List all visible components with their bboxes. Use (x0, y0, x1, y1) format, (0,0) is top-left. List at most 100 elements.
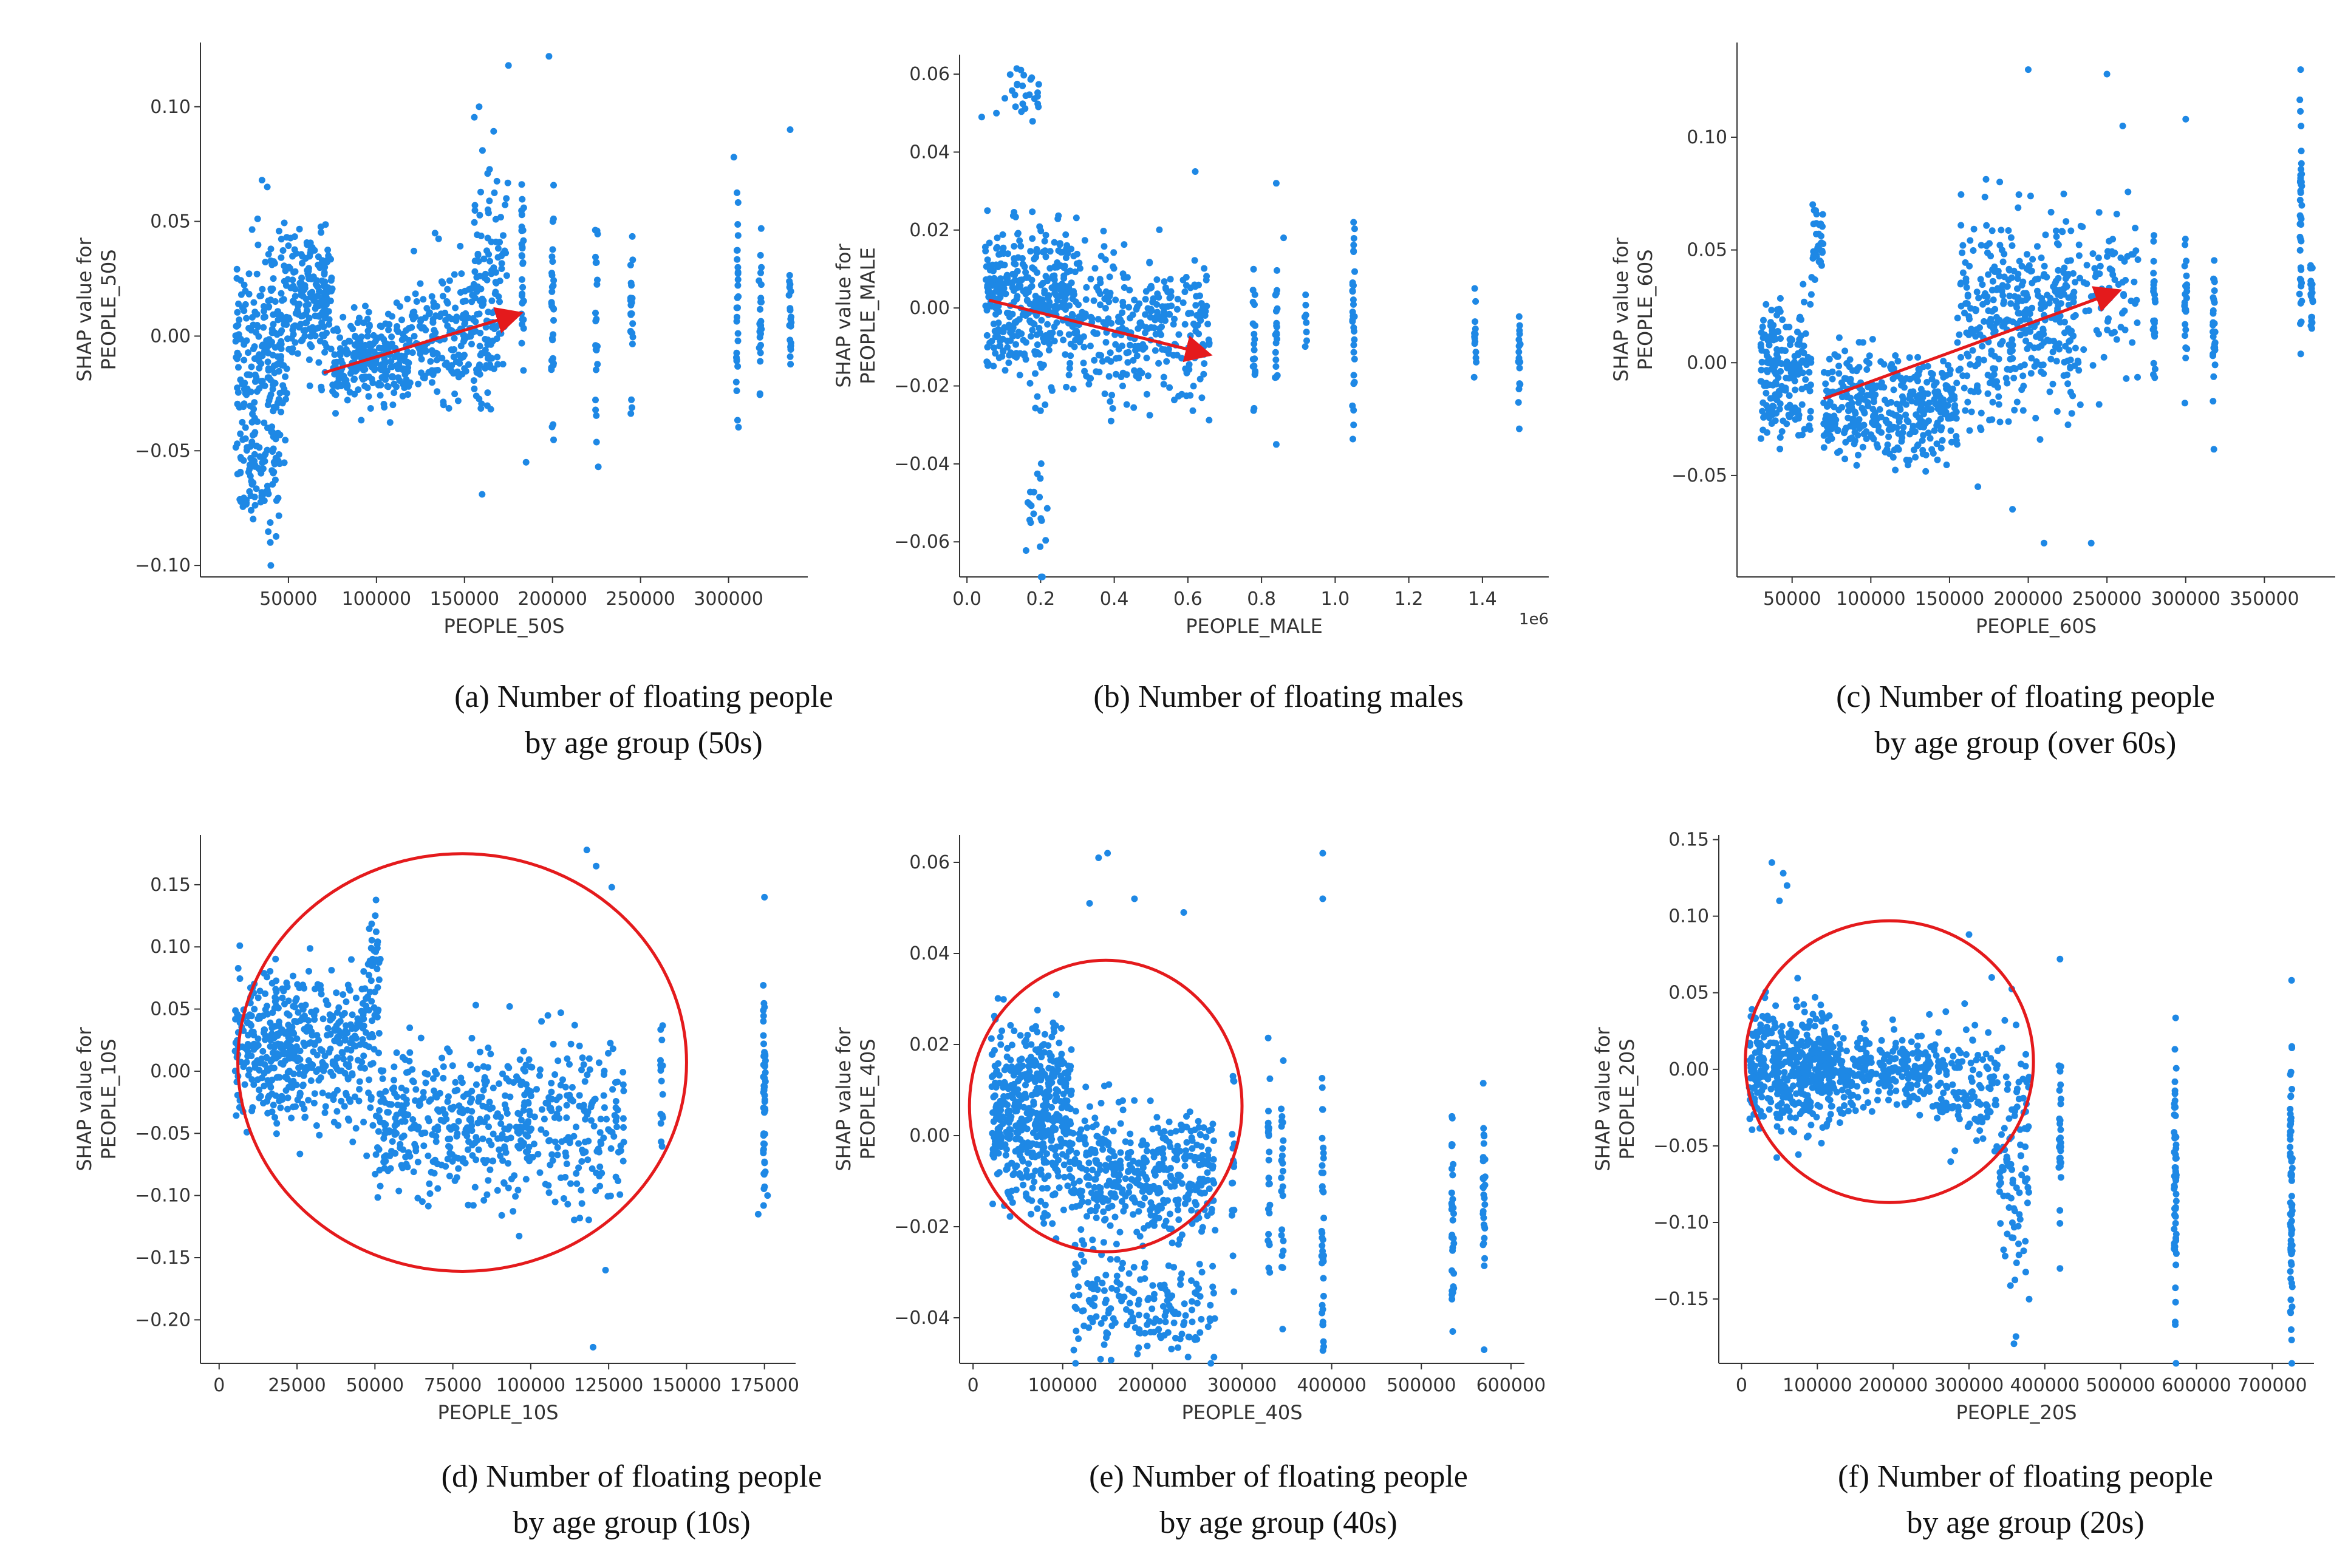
data-point (733, 387, 740, 394)
data-point (579, 1054, 586, 1062)
data-point (2070, 298, 2077, 305)
data-point (2038, 368, 2045, 375)
data-point (1105, 373, 1113, 380)
data-point-outlier (993, 109, 1000, 117)
data-point (1961, 384, 1968, 392)
data-point (1757, 343, 1764, 350)
data-point (550, 1040, 557, 1048)
data-point (520, 1048, 527, 1055)
data-point (1069, 323, 1076, 330)
data-point (2013, 304, 2021, 311)
data-point (1044, 321, 1051, 328)
data-point-outlier (2103, 70, 2111, 78)
data-point (1795, 432, 1802, 439)
data-point (542, 1130, 550, 1137)
data-point (298, 1063, 305, 1070)
data-point (567, 1180, 574, 1187)
data-point (595, 1148, 601, 1155)
data-point (1350, 235, 1357, 242)
data-point (282, 1087, 290, 1094)
data-point (1472, 318, 1479, 326)
y-tick-label-a: −0.05 (135, 440, 191, 462)
data-point (475, 257, 482, 265)
data-point (2015, 191, 2022, 198)
data-point (461, 321, 468, 328)
data-point (360, 968, 367, 975)
data-point (541, 1116, 548, 1123)
data-point (1809, 201, 1817, 208)
data-point (479, 147, 486, 154)
data-point-outlier (545, 53, 553, 60)
data-point (236, 496, 244, 503)
data-point (335, 1004, 343, 1011)
data-point (605, 1049, 612, 1057)
data-point (459, 1155, 466, 1162)
data-point (1812, 207, 1820, 214)
data-point (464, 1127, 471, 1134)
data-point (236, 404, 243, 411)
data-point (2298, 160, 2305, 167)
data-point (1130, 404, 1138, 411)
data-point (1978, 242, 1985, 249)
data-point (564, 1201, 572, 1208)
data-point (1922, 420, 1929, 428)
data-point-outlier (2119, 122, 2126, 129)
data-point (510, 1208, 517, 1215)
data-point (467, 1115, 474, 1122)
data-point (404, 391, 412, 398)
data-point (1349, 279, 1356, 286)
data-point (2022, 337, 2029, 344)
data-point (1201, 265, 1208, 272)
data-point (485, 1045, 492, 1051)
data-point (291, 246, 298, 253)
x-tick-label-d: 150000 (652, 1375, 722, 1396)
data-point (325, 252, 332, 259)
data-point (554, 1151, 561, 1159)
data-point (2009, 355, 2016, 362)
data-point (1933, 422, 1940, 429)
data-point (319, 296, 326, 304)
data-point (1988, 416, 1996, 423)
data-point (503, 1110, 511, 1117)
data-point (341, 1103, 348, 1110)
data-point (1982, 176, 1990, 183)
data-point (346, 987, 353, 994)
data-point-outlier (1350, 219, 1357, 226)
data-point (1037, 543, 1044, 550)
data-point (2210, 373, 2217, 380)
data-point (399, 392, 406, 400)
data-point (1774, 328, 1781, 335)
data-point (1943, 462, 1950, 468)
data-point (1039, 1068, 1046, 1075)
data-point (1022, 547, 1029, 554)
data-point (1863, 366, 1871, 373)
data-point (295, 302, 302, 310)
y-tick-label-e: 0.06 (909, 852, 950, 873)
data-point (2104, 253, 2111, 260)
data-point (629, 320, 636, 327)
data-point (255, 333, 262, 340)
data-point (389, 363, 396, 370)
data-point (1807, 359, 1815, 366)
data-point (375, 1128, 382, 1135)
data-point (1964, 350, 1971, 358)
data-point (1947, 387, 1954, 395)
data-point (2132, 247, 2140, 254)
data-point (659, 1091, 666, 1098)
data-point (1272, 349, 1279, 356)
data-point (1021, 352, 1028, 360)
data-point (598, 1170, 606, 1177)
data-point (617, 1142, 624, 1150)
data-point (1032, 1167, 1039, 1174)
data-point (1029, 1184, 1036, 1191)
data-point (1889, 454, 1897, 461)
data-point (1472, 298, 1479, 305)
data-point (1955, 367, 1962, 374)
data-point (627, 295, 634, 302)
data-point (1195, 281, 1202, 288)
data-point (1028, 276, 1036, 284)
data-point (268, 1024, 276, 1032)
data-point (2061, 264, 2068, 271)
data-point (299, 1082, 306, 1089)
data-point (2132, 225, 2139, 231)
